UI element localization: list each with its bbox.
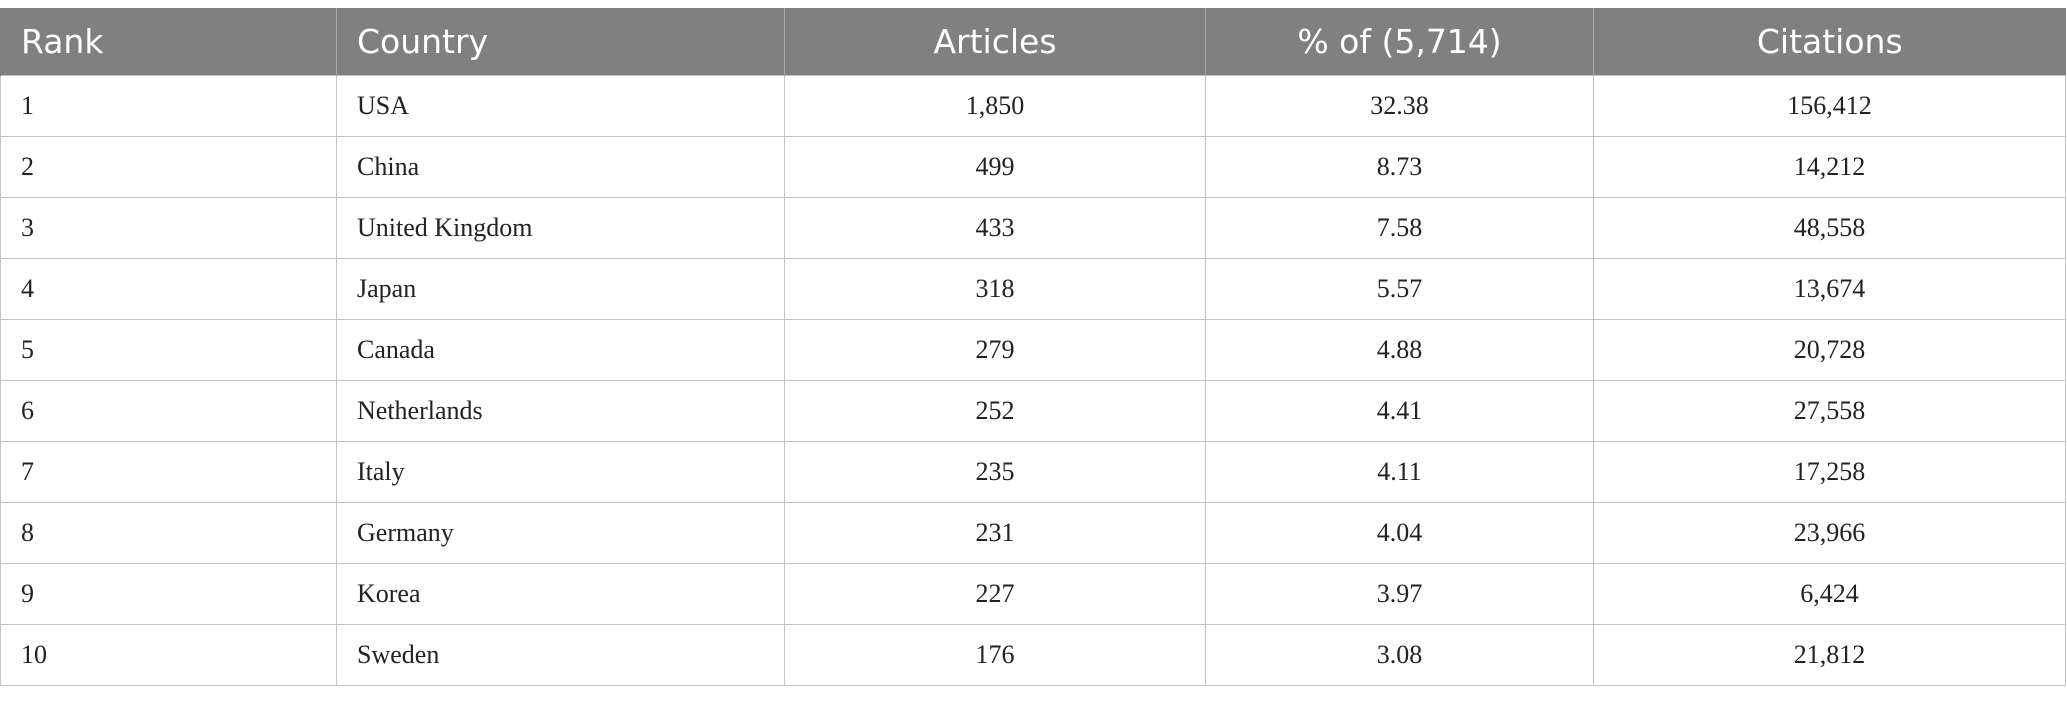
cell-rank: 10 bbox=[0, 624, 337, 686]
cell-percent: 4.41 bbox=[1205, 380, 1594, 442]
cell-percent: 8.73 bbox=[1205, 136, 1594, 198]
cell-citations: 6,424 bbox=[1593, 563, 2066, 625]
cell-country: Netherlands bbox=[336, 380, 785, 442]
cell-citations: 14,212 bbox=[1593, 136, 2066, 198]
cell-rank: 8 bbox=[0, 502, 337, 564]
header-row: Rank Country Articles % of (5,714) Citat… bbox=[0, 8, 2066, 76]
cell-citations: 156,412 bbox=[1593, 75, 2066, 137]
cell-rank: 6 bbox=[0, 380, 337, 442]
cell-percent: 3.97 bbox=[1205, 563, 1594, 625]
cell-articles: 1,850 bbox=[784, 75, 1206, 137]
cell-citations: 17,258 bbox=[1593, 441, 2066, 503]
cell-country: Germany bbox=[336, 502, 785, 564]
cell-citations: 13,674 bbox=[1593, 258, 2066, 320]
cell-articles: 499 bbox=[784, 136, 1206, 198]
table-row: 3 United Kingdom 433 7.58 48,558 bbox=[0, 197, 2066, 259]
cell-percent: 4.04 bbox=[1205, 502, 1594, 564]
cell-percent: 5.57 bbox=[1205, 258, 1594, 320]
cell-articles: 433 bbox=[784, 197, 1206, 259]
table-row: 4 Japan 318 5.57 13,674 bbox=[0, 258, 2066, 320]
cell-citations: 23,966 bbox=[1593, 502, 2066, 564]
cell-articles: 227 bbox=[784, 563, 1206, 625]
cell-rank: 1 bbox=[0, 75, 337, 137]
cell-percent: 7.58 bbox=[1205, 197, 1594, 259]
cell-percent: 32.38 bbox=[1205, 75, 1594, 137]
cell-country: Italy bbox=[336, 441, 785, 503]
cell-rank: 4 bbox=[0, 258, 337, 320]
cell-rank: 7 bbox=[0, 441, 337, 503]
cell-country: United Kingdom bbox=[336, 197, 785, 259]
table-row: 1 USA 1,850 32.38 156,412 bbox=[0, 75, 2066, 137]
cell-country: China bbox=[336, 136, 785, 198]
table-row: 5 Canada 279 4.88 20,728 bbox=[0, 319, 2066, 381]
cell-articles: 279 bbox=[784, 319, 1206, 381]
cell-citations: 21,812 bbox=[1593, 624, 2066, 686]
header-rank: Rank bbox=[0, 8, 337, 76]
cell-country: Korea bbox=[336, 563, 785, 625]
cell-articles: 176 bbox=[784, 624, 1206, 686]
cell-country: Sweden bbox=[336, 624, 785, 686]
cell-articles: 252 bbox=[784, 380, 1206, 442]
cell-percent: 4.88 bbox=[1205, 319, 1594, 381]
table-row: 8 Germany 231 4.04 23,966 bbox=[0, 502, 2066, 564]
table-row: 6 Netherlands 252 4.41 27,558 bbox=[0, 380, 2066, 442]
table-row: 2 China 499 8.73 14,212 bbox=[0, 136, 2066, 198]
cell-citations: 27,558 bbox=[1593, 380, 2066, 442]
table-header: Rank Country Articles % of (5,714) Citat… bbox=[0, 8, 2066, 76]
cell-country: Japan bbox=[336, 258, 785, 320]
cell-citations: 48,558 bbox=[1593, 197, 2066, 259]
table-row: 7 Italy 235 4.11 17,258 bbox=[0, 441, 2066, 503]
cell-articles: 318 bbox=[784, 258, 1206, 320]
cell-rank: 5 bbox=[0, 319, 337, 381]
header-citations: Citations bbox=[1593, 8, 2066, 76]
cell-rank: 3 bbox=[0, 197, 337, 259]
cell-rank: 2 bbox=[0, 136, 337, 198]
country-ranking-table: Rank Country Articles % of (5,714) Citat… bbox=[0, 8, 2066, 686]
cell-country: USA bbox=[336, 75, 785, 137]
cell-articles: 231 bbox=[784, 502, 1206, 564]
cell-rank: 9 bbox=[0, 563, 337, 625]
cell-percent: 3.08 bbox=[1205, 624, 1594, 686]
header-articles: Articles bbox=[784, 8, 1206, 76]
header-country: Country bbox=[336, 8, 785, 76]
table-row: 10 Sweden 176 3.08 21,812 bbox=[0, 624, 2066, 686]
table-row: 9 Korea 227 3.97 6,424 bbox=[0, 563, 2066, 625]
cell-articles: 235 bbox=[784, 441, 1206, 503]
country-ranking-table-container: Rank Country Articles % of (5,714) Citat… bbox=[0, 8, 2066, 686]
cell-country: Canada bbox=[336, 319, 785, 381]
table-body: 1 USA 1,850 32.38 156,412 2 China 499 8.… bbox=[0, 75, 2066, 686]
cell-percent: 4.11 bbox=[1205, 441, 1594, 503]
header-percent: % of (5,714) bbox=[1205, 8, 1594, 76]
cell-citations: 20,728 bbox=[1593, 319, 2066, 381]
